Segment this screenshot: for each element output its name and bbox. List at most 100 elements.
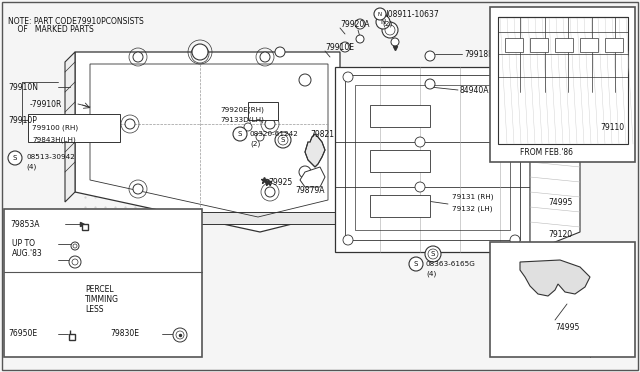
Text: 79132 (LH): 79132 (LH) [452, 206, 493, 212]
Text: 79110: 79110 [558, 125, 582, 135]
Circle shape [275, 132, 291, 148]
Polygon shape [520, 260, 590, 296]
Text: -79910R: -79910R [30, 99, 62, 109]
Text: 79830E: 79830E [110, 330, 139, 339]
Circle shape [425, 246, 441, 262]
Text: (2): (2) [250, 141, 260, 147]
Text: 78810E: 78810E [558, 109, 587, 119]
Text: 79843H(LH): 79843H(LH) [32, 137, 76, 143]
Text: 799100 (RH): 799100 (RH) [32, 125, 78, 131]
Text: 08320-61242: 08320-61242 [250, 131, 299, 137]
Circle shape [265, 187, 275, 197]
Text: UP TO: UP TO [12, 240, 35, 248]
Bar [370, 150, 430, 172]
Polygon shape [530, 67, 580, 252]
Bar [505, 38, 523, 52]
Circle shape [343, 235, 353, 245]
Polygon shape [300, 167, 325, 187]
Bar [335, 67, 530, 252]
Circle shape [133, 52, 143, 62]
Circle shape [343, 72, 353, 82]
Text: PERCEL: PERCEL [85, 285, 114, 295]
Polygon shape [65, 52, 75, 202]
Circle shape [69, 256, 81, 268]
Bar [555, 38, 573, 52]
Text: N: N [380, 19, 386, 25]
Text: S: S [238, 131, 242, 137]
Bar [355, 85, 510, 230]
Text: N08911-10637: N08911-10637 [382, 10, 439, 19]
Text: 84960: 84960 [558, 77, 582, 87]
Text: (4): (4) [426, 271, 436, 277]
Circle shape [71, 242, 79, 250]
Bar [28, 114, 120, 142]
Circle shape [409, 257, 423, 271]
Text: 79920A: 79920A [340, 19, 369, 29]
Polygon shape [82, 120, 100, 132]
Text: 79925: 79925 [268, 177, 292, 186]
Circle shape [195, 49, 205, 59]
Text: 79110: 79110 [600, 122, 624, 131]
Text: 79131 (RH): 79131 (RH) [452, 194, 493, 200]
Circle shape [425, 79, 435, 89]
Text: 84948B: 84948B [558, 96, 588, 105]
Circle shape [275, 47, 285, 57]
Circle shape [340, 42, 350, 52]
Circle shape [510, 72, 520, 82]
Text: TIMMING: TIMMING [85, 295, 119, 305]
Circle shape [376, 15, 390, 29]
Circle shape [8, 151, 22, 165]
Bar [370, 195, 430, 217]
Text: N: N [378, 12, 382, 16]
Bar [490, 242, 635, 357]
Text: 79910N: 79910N [8, 83, 38, 92]
Text: (2): (2) [382, 21, 392, 27]
Circle shape [382, 22, 398, 38]
Text: S: S [281, 137, 285, 143]
Text: 79918E: 79918E [464, 49, 493, 58]
Circle shape [415, 182, 425, 192]
Text: AUG.'83: AUG.'83 [12, 248, 43, 257]
Circle shape [391, 38, 399, 46]
Text: 74995: 74995 [548, 198, 572, 206]
Bar [370, 105, 430, 127]
Text: OF   MARKED PARTS: OF MARKED PARTS [8, 25, 93, 34]
Polygon shape [65, 120, 82, 136]
Text: LESS: LESS [85, 305, 104, 314]
Text: 79910P: 79910P [8, 115, 37, 125]
Bar [498, 17, 628, 144]
Text: 79879A: 79879A [295, 186, 324, 195]
Circle shape [355, 19, 365, 29]
Text: 79853A: 79853A [10, 219, 40, 228]
Circle shape [260, 52, 270, 62]
Bar [530, 38, 548, 52]
Text: FROM FEB.'86: FROM FEB.'86 [520, 148, 573, 157]
Circle shape [299, 166, 311, 178]
Circle shape [299, 74, 311, 86]
Text: 79821: 79821 [310, 129, 334, 138]
Circle shape [356, 35, 364, 43]
Text: 84940A: 84940A [460, 86, 490, 94]
Text: S: S [13, 155, 17, 161]
Text: 79120: 79120 [548, 230, 572, 238]
Text: 76950E: 76950E [8, 330, 37, 339]
Text: (4): (4) [26, 164, 36, 170]
Circle shape [374, 8, 386, 20]
Bar [490, 7, 635, 162]
Circle shape [125, 119, 135, 129]
Polygon shape [75, 52, 340, 232]
Circle shape [192, 44, 208, 60]
Circle shape [244, 123, 252, 131]
Text: 79133D(LH): 79133D(LH) [220, 117, 264, 123]
Circle shape [233, 127, 247, 141]
Text: ^790|00R4: ^790|00R4 [570, 350, 610, 357]
Text: NOTE: PART CODE79910PCONSISTS: NOTE: PART CODE79910PCONSISTS [8, 17, 144, 26]
Bar [605, 38, 623, 52]
Text: 08513-30942: 08513-30942 [26, 154, 75, 160]
Text: 08363-6165G: 08363-6165G [426, 261, 476, 267]
Circle shape [133, 184, 143, 194]
Circle shape [173, 328, 187, 342]
Text: S: S [431, 251, 435, 257]
Polygon shape [305, 134, 325, 167]
Circle shape [265, 119, 275, 129]
